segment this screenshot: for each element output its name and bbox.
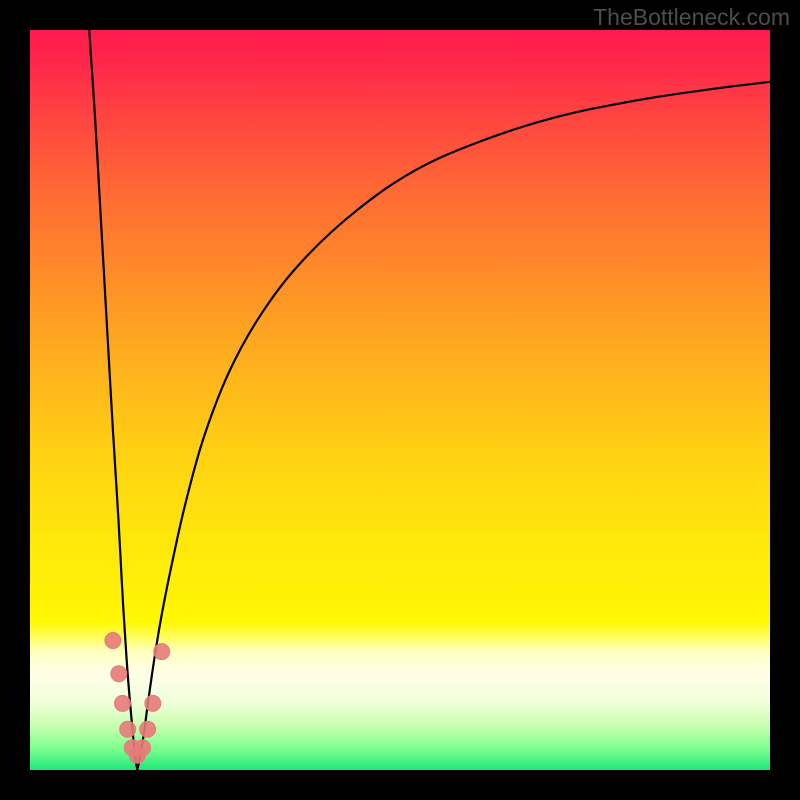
watermark-text: TheBottleneck.com xyxy=(593,4,790,31)
marker-point xyxy=(134,740,150,756)
left-branch xyxy=(89,30,137,770)
marker-group xyxy=(105,633,170,764)
plot-area xyxy=(30,30,770,770)
marker-point xyxy=(120,721,136,737)
curves-layer xyxy=(30,30,770,770)
right-branch xyxy=(137,82,770,770)
marker-point xyxy=(105,633,121,649)
marker-point xyxy=(154,644,170,660)
chart-frame: TheBottleneck.com xyxy=(0,0,800,800)
marker-point xyxy=(111,666,127,682)
marker-point xyxy=(145,695,161,711)
marker-point xyxy=(115,695,131,711)
marker-point xyxy=(140,721,156,737)
